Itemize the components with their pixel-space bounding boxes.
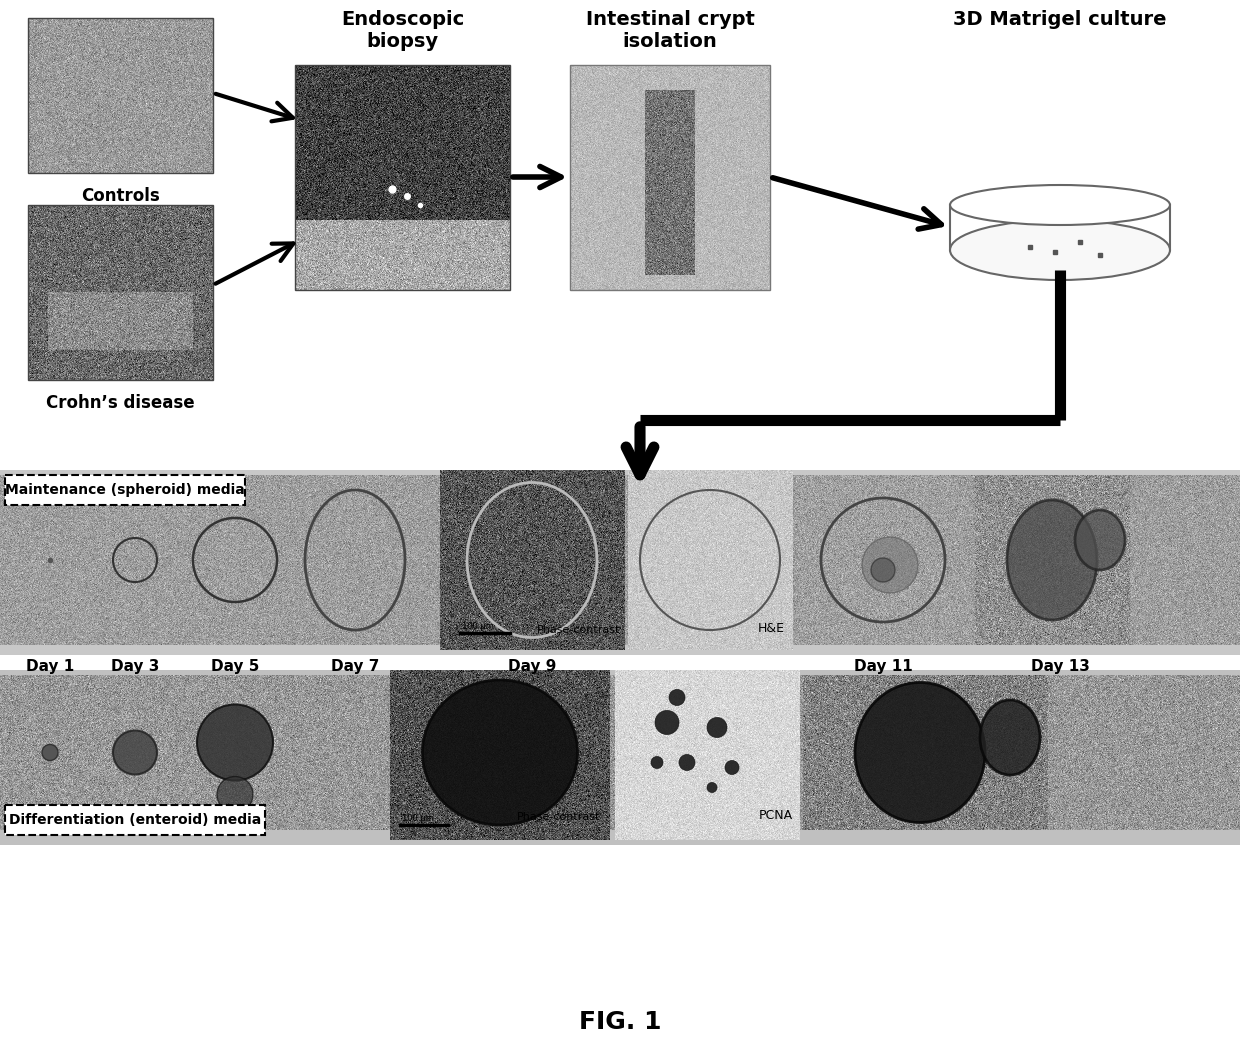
Circle shape <box>197 705 273 781</box>
Circle shape <box>42 745 58 761</box>
Text: Day 13: Day 13 <box>1030 659 1090 674</box>
Ellipse shape <box>951 221 1169 279</box>
Text: Day 7: Day 7 <box>331 659 379 674</box>
Text: Controls: Controls <box>81 187 160 205</box>
Text: H&E: H&E <box>758 622 785 635</box>
Circle shape <box>862 537 918 593</box>
Circle shape <box>725 761 739 774</box>
Text: Day 9: Day 9 <box>508 659 557 674</box>
Ellipse shape <box>1007 500 1097 620</box>
Ellipse shape <box>856 683 985 823</box>
Ellipse shape <box>423 680 578 825</box>
Text: Day 11: Day 11 <box>853 659 913 674</box>
Text: 3D Matrigel culture: 3D Matrigel culture <box>954 11 1167 29</box>
Circle shape <box>113 730 157 774</box>
Circle shape <box>655 710 680 734</box>
Text: Phase-contrast: Phase-contrast <box>517 812 600 822</box>
Bar <box>29 205 213 380</box>
Bar <box>570 65 770 290</box>
Text: Intestinal crypt
isolation: Intestinal crypt isolation <box>585 11 754 50</box>
Circle shape <box>651 756 663 769</box>
Ellipse shape <box>950 185 1171 225</box>
Circle shape <box>707 783 717 792</box>
Circle shape <box>707 717 727 737</box>
Text: 100 μm: 100 μm <box>463 622 494 631</box>
Text: Maintenance (spheroid) media: Maintenance (spheroid) media <box>5 483 244 497</box>
Text: Phase-contrast: Phase-contrast <box>537 625 620 635</box>
Ellipse shape <box>950 220 1171 280</box>
Ellipse shape <box>980 700 1040 775</box>
Bar <box>5 805 265 835</box>
Circle shape <box>680 754 694 770</box>
Bar <box>0 470 1240 655</box>
Text: Day 3: Day 3 <box>110 659 159 674</box>
Text: Differentiation (enteroid) media: Differentiation (enteroid) media <box>9 813 262 827</box>
Text: Day 1: Day 1 <box>26 659 74 674</box>
Text: Day 5: Day 5 <box>211 659 259 674</box>
Text: Crohn’s disease: Crohn’s disease <box>46 394 195 412</box>
Text: FIG. 1: FIG. 1 <box>579 1010 661 1034</box>
Circle shape <box>670 689 684 706</box>
Text: Endoscopic
biopsy: Endoscopic biopsy <box>341 11 464 50</box>
Circle shape <box>870 558 895 582</box>
Bar <box>5 476 246 505</box>
Bar <box>29 18 213 173</box>
Circle shape <box>217 776 253 812</box>
Text: PCNA: PCNA <box>759 809 794 822</box>
Bar <box>295 65 510 290</box>
Bar <box>0 670 1240 845</box>
Ellipse shape <box>1075 510 1125 570</box>
Text: 100 μm: 100 μm <box>402 814 434 823</box>
